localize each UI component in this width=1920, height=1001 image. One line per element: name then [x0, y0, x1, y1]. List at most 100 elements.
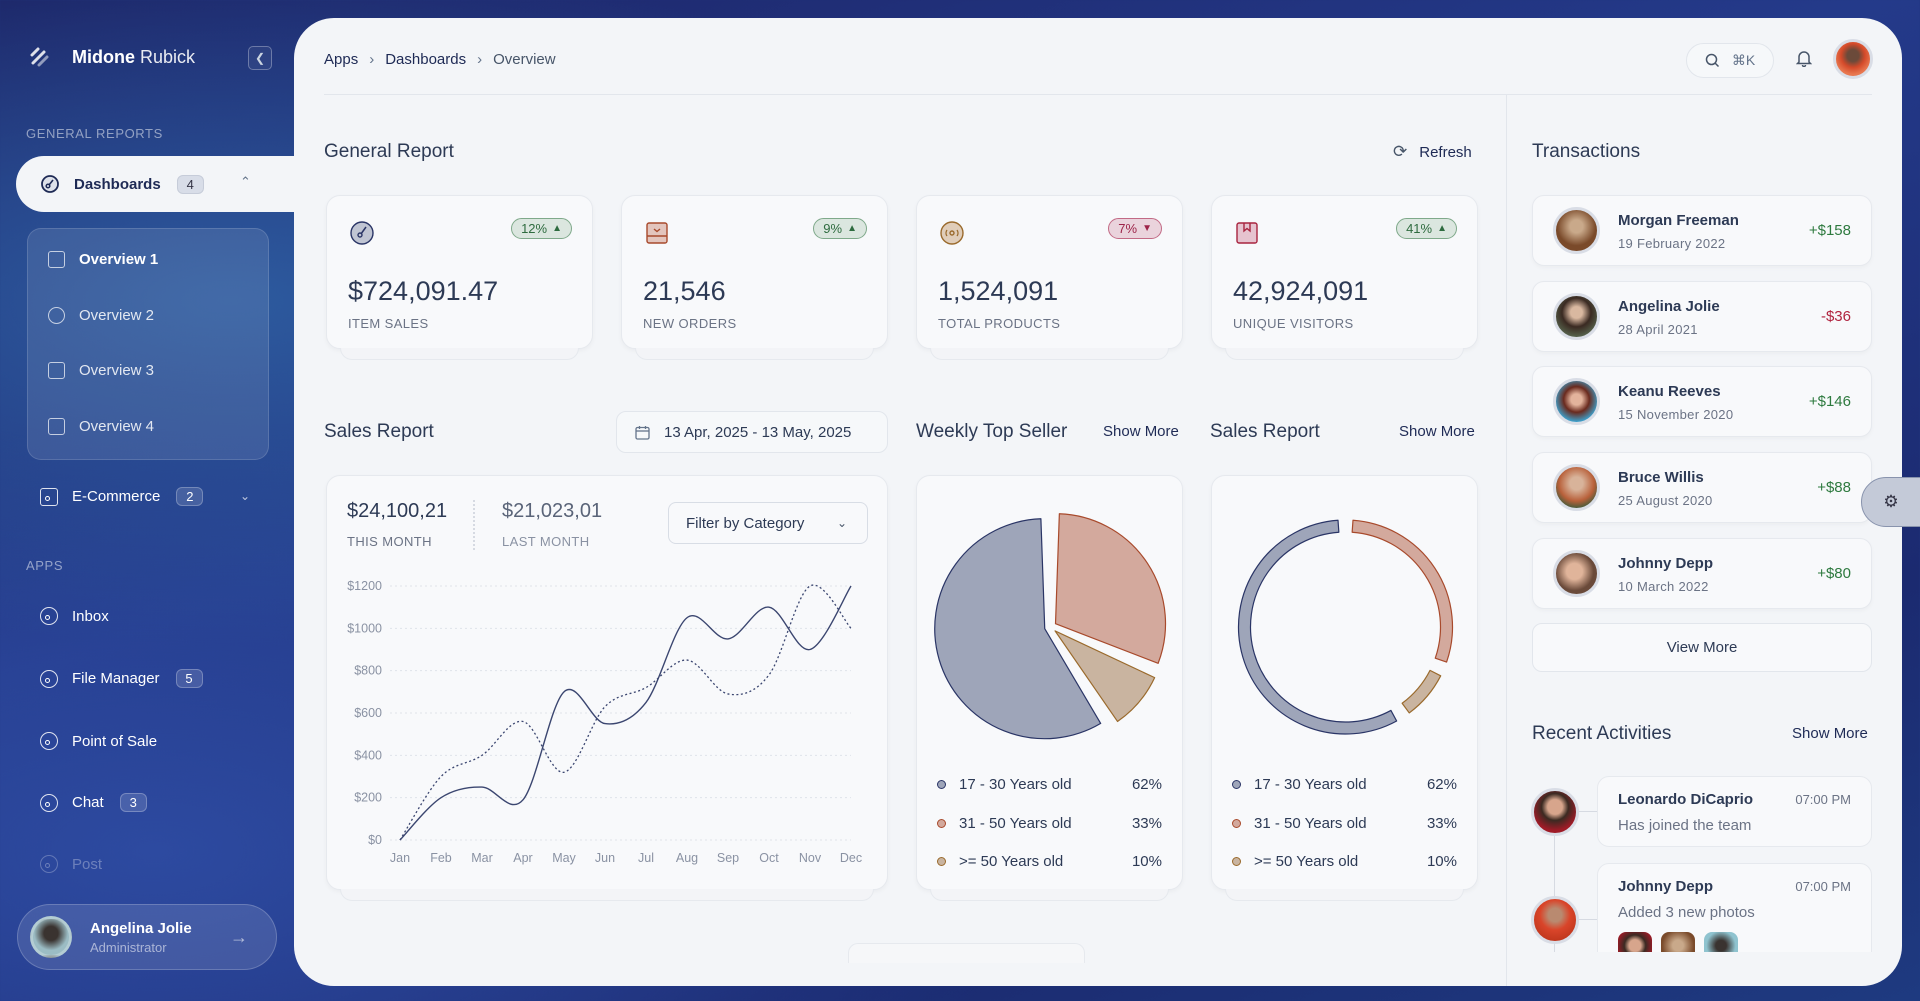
submenu-item-overview-4[interactable]: Overview 4: [48, 418, 154, 435]
header-divider: [324, 94, 1872, 95]
sales-line-chart: $0 $200 $400 $600 $800 $1000 $1200 Jan Feb Mar Apr…: [347, 579, 862, 865]
submenu-item-overview-2[interactable]: Overview 2: [48, 307, 154, 324]
date-range-value: 13 Apr, 2025 - 13 May, 2025: [664, 423, 852, 441]
search-button[interactable]: ⌘K: [1686, 43, 1774, 78]
stat-value: 1,524,091: [938, 276, 1059, 306]
y-tick-label: $1200: [347, 579, 382, 593]
sidebar-item-point-of-sale[interactable]: Point of Sale: [40, 732, 157, 750]
transaction-item[interactable]: Angelina Jolie 28 April 2021 -$36: [1532, 280, 1872, 352]
x-tick-label: Dec: [840, 851, 862, 865]
settings-button[interactable]: ⚙: [1861, 477, 1920, 527]
collapse-sidebar-button[interactable]: ❮: [248, 46, 272, 70]
transaction-name: Johnny Depp: [1618, 554, 1714, 572]
sidebar-item-inbox[interactable]: Inbox: [40, 607, 109, 625]
chevron-down-icon: ⌄: [836, 516, 847, 530]
card-stack-shadow: [340, 889, 874, 901]
stat-label: NEW ORDERS: [643, 316, 737, 331]
legend-swatch: [1232, 780, 1241, 789]
x-tick-label: Aug: [676, 851, 698, 865]
last-month-value: $21,023,01: [502, 500, 603, 522]
transaction-item[interactable]: Johnny Depp 10 March 2022 +$80: [1532, 537, 1872, 609]
trend-value: 41%: [1406, 221, 1433, 236]
recent-activities-show-more[interactable]: Show More: [1792, 725, 1868, 742]
donut-segment: [1401, 669, 1442, 714]
trend-badge: 12% ▲: [511, 218, 572, 239]
sidebar-item-ecommerce[interactable]: E-Commerce 2: [40, 487, 204, 506]
breadcrumb-apps[interactable]: Apps: [324, 51, 359, 68]
user-name: Angelina Jolie: [90, 919, 192, 937]
x-tick-label: Jan: [390, 851, 410, 865]
disc-icon: [939, 220, 965, 246]
y-tick-label: $800: [354, 664, 382, 678]
bell-icon[interactable]: [1796, 50, 1812, 67]
inbox-icon: [644, 220, 670, 246]
stat-value: 42,924,091: [1233, 276, 1369, 306]
avatar: [1553, 549, 1600, 597]
gauge-icon: [40, 607, 58, 625]
transaction-amount: +$158: [1808, 222, 1851, 239]
count-badge: 4: [176, 174, 204, 194]
submenu-item-overview-1[interactable]: Overview 1: [48, 251, 158, 268]
count-badge: 2: [176, 487, 204, 506]
line-series-solid: [399, 585, 852, 841]
breadcrumb-dashboards[interactable]: Dashboards: [385, 51, 467, 68]
legend-value: 33%: [1131, 814, 1162, 832]
legend-swatch: [937, 857, 946, 866]
pie-slice: [1054, 513, 1167, 664]
transaction-item[interactable]: Morgan Freeman 19 February 2022 +$158: [1532, 195, 1872, 266]
sidebar-item-dashboards[interactable]: Dashboards 4 ⌃: [16, 156, 316, 212]
weekly-top-seller-show-more[interactable]: Show More: [1103, 423, 1179, 440]
donut-segment: [1351, 519, 1454, 663]
gear-icon: ⚙: [1883, 492, 1899, 511]
transaction-item[interactable]: Keanu Reeves 15 November 2020 +$146: [1532, 366, 1872, 438]
general-report-title: General Report: [324, 141, 454, 162]
avatar: [1553, 207, 1600, 254]
submenu-item-overview-3[interactable]: Overview 3: [48, 362, 154, 379]
bottom-card-peek: [848, 943, 1085, 963]
sidebar-item-post[interactable]: Post: [40, 855, 102, 873]
transaction-amount: +$146: [1808, 393, 1851, 411]
refresh-button[interactable]: ⟳ Refresh: [1393, 142, 1472, 162]
sidebar-item-chat[interactable]: Chat 3: [40, 793, 147, 812]
user-profile-card[interactable]: Angelina Jolie Administrator →: [17, 904, 277, 970]
legend-value: 10%: [1426, 853, 1457, 870]
gauge-icon: [41, 175, 59, 193]
activity-time: 07:00 PM: [1795, 879, 1851, 894]
card-stack-shadow: [635, 348, 874, 360]
disc-icon: [48, 307, 65, 324]
transactions-title: Transactions: [1532, 141, 1641, 162]
sales-report-2-show-more[interactable]: Show More: [1399, 423, 1475, 440]
activity-item[interactable]: Leonardo DiCaprio 07:00 PM Has joined th…: [1597, 776, 1872, 847]
activity-time: 07:00 PM: [1795, 792, 1851, 807]
column-divider: [1506, 95, 1507, 986]
sidebar-item-file-manager[interactable]: File Manager 5: [40, 669, 203, 688]
sidebar-item-label: Inbox: [72, 607, 109, 625]
transaction-item[interactable]: Bruce Willis 25 August 2020 +$88: [1532, 452, 1872, 524]
user-avatar[interactable]: [1833, 39, 1873, 79]
filter-by-category-dropdown[interactable]: Filter by Category ⌄: [668, 502, 868, 544]
photo-thumbnail[interactable]: [1704, 932, 1738, 952]
count-badge: 5: [175, 669, 203, 688]
y-tick-label: $1000: [347, 621, 382, 635]
timeline-line: [1554, 810, 1555, 952]
submenu-label: Overview 1: [79, 251, 159, 268]
y-tick-label: $0: [368, 833, 382, 847]
x-tick-label: Mar: [471, 851, 493, 865]
stat-value: 21,546: [643, 276, 726, 306]
activity-description: Has joined the team: [1618, 817, 1752, 834]
activity-name: Leonardo DiCaprio: [1618, 791, 1754, 808]
date-range-picker[interactable]: 13 Apr, 2025 - 13 May, 2025: [616, 411, 888, 453]
bookmark-icon: [1234, 220, 1260, 246]
stat-card: 9% ▲ 21,546 NEW ORDERS: [621, 195, 888, 349]
photo-thumbnail[interactable]: [1618, 932, 1652, 952]
stat-card: 7% ▼ 1,524,091 TOTAL PRODUCTS: [916, 195, 1183, 349]
view-more-button[interactable]: View More: [1532, 623, 1872, 672]
donut-chart: [1237, 519, 1454, 735]
card-stack-shadow: [930, 348, 1169, 360]
activity-item[interactable]: Johnny Depp 07:00 PM Added 3 new photos: [1597, 863, 1872, 952]
avatar: [30, 916, 72, 958]
photo-thumbnail[interactable]: [1661, 932, 1695, 952]
legend-label: 31 - 50 Years old: [1254, 814, 1367, 832]
recent-activities-title: Recent Activities: [1532, 723, 1672, 744]
calendar-icon: [635, 425, 650, 440]
